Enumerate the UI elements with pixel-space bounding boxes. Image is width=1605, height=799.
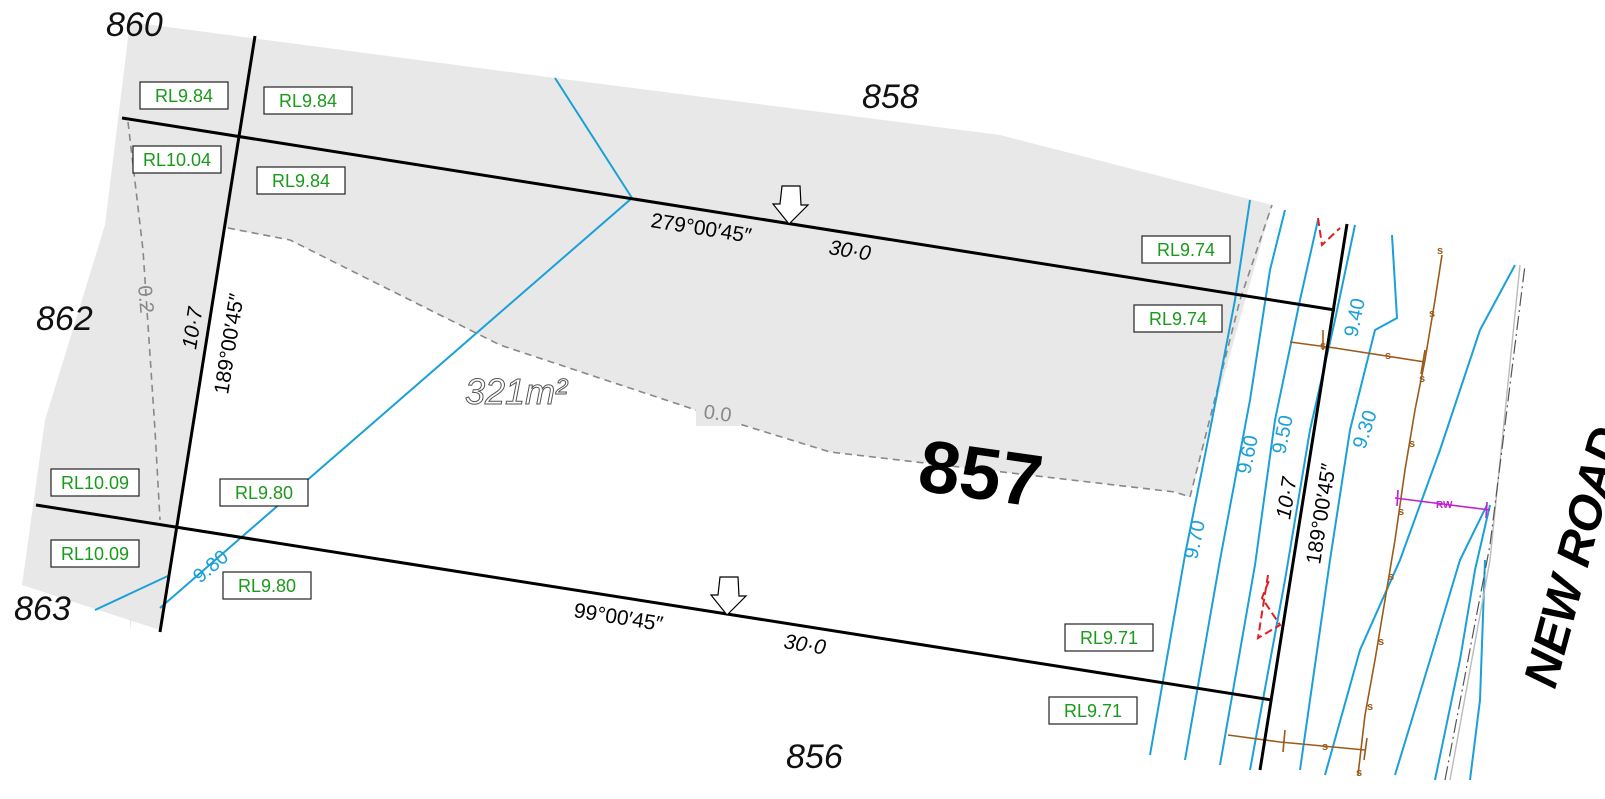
rl-label: RL9.74: [1141, 235, 1231, 264]
red-markers: [1256, 217, 1341, 640]
contour-label-950: 9.50: [1268, 413, 1298, 456]
sewer-line: s s s s s s s s s s s s: [1227, 245, 1443, 779]
svg-text:0.0: 0.0: [702, 401, 733, 427]
svg-text:s: s: [1398, 506, 1404, 518]
svg-text:s: s: [1419, 373, 1425, 385]
svg-text:s: s: [1437, 245, 1443, 257]
svg-text:RL9.84: RL9.84: [279, 91, 337, 111]
lot-number-856: 856: [786, 738, 843, 776]
svg-text:RL9.74: RL9.74: [1149, 309, 1207, 329]
svg-text:RL10.09: RL10.09: [61, 473, 129, 493]
svg-text:RL9.84: RL9.84: [155, 86, 213, 106]
road-name: NEW ROAD: [1514, 422, 1605, 693]
rl-label: RL9.71: [1064, 623, 1154, 652]
rl-label: RL9.84: [139, 81, 229, 110]
svg-text:s: s: [1385, 350, 1391, 362]
svg-text:s: s: [1356, 767, 1362, 779]
lot-number-863: 863: [14, 590, 71, 628]
rl-label: RL9.74: [1133, 304, 1223, 333]
arrow-icon-bottom: [709, 576, 748, 616]
svg-text:s: s: [1429, 308, 1435, 320]
rl-label: RL9.84: [263, 86, 353, 115]
svg-text:s: s: [1409, 438, 1415, 450]
bottom-bearing: 99°00′45″: [572, 599, 665, 636]
dashed-label-left: 0.2: [133, 285, 157, 315]
right-distance: 10·7: [1272, 474, 1301, 520]
lot-number-858: 858: [862, 78, 919, 116]
rl-label: RL9.71: [1048, 696, 1138, 725]
svg-text:RL9.80: RL9.80: [238, 576, 296, 596]
svg-text:s: s: [1378, 636, 1384, 648]
road-centre-line: [1444, 264, 1526, 781]
contour-label-940: 9.40: [1340, 296, 1370, 339]
svg-text:RL10.04: RL10.04: [143, 150, 211, 170]
arrow-icon-top: [771, 185, 810, 225]
rl-label: RL9.80: [222, 571, 312, 600]
retaining-wall: RW: [1394, 489, 1491, 519]
svg-text:RL9.71: RL9.71: [1080, 628, 1138, 648]
lot-number-862: 862: [36, 300, 93, 338]
svg-text:s: s: [1322, 741, 1328, 753]
left-bearing: 189°00′45″: [210, 291, 249, 395]
dashed-line-left: [127, 121, 161, 521]
svg-text:RL10.09: RL10.09: [61, 544, 129, 564]
svg-text:RL9.74: RL9.74: [1157, 240, 1215, 260]
svg-text:s: s: [1388, 571, 1394, 583]
rl-label: RL9.84: [256, 166, 346, 195]
rl-label: RL10.09: [50, 539, 140, 568]
lot-number-857: 857: [914, 424, 1048, 523]
svg-text:s: s: [1367, 701, 1373, 713]
contour-label-970: 9.70: [1180, 518, 1210, 561]
shaded-region-upper: [130, 22, 1272, 630]
svg-text:RL9.80: RL9.80: [235, 483, 293, 503]
rl-label: RL10.09: [50, 468, 140, 497]
road-edge-line: [1449, 264, 1521, 781]
dashed-label-middle: 0.0: [696, 400, 740, 427]
contour-label-960: 9.60: [1233, 433, 1263, 476]
lot-area: 321m²: [465, 371, 569, 412]
bottom-distance: 30·0: [782, 630, 827, 659]
svg-text:RL9.84: RL9.84: [272, 171, 330, 191]
lot-boundary: [35, 35, 1349, 771]
rl-label: RL10.04: [132, 145, 222, 174]
svg-text:RW: RW: [1436, 500, 1453, 511]
rl-label: RL9.80: [219, 478, 309, 507]
svg-text:RL9.71: RL9.71: [1064, 701, 1122, 721]
lot-number-860: 860: [106, 6, 163, 44]
svg-text:s: s: [1320, 340, 1326, 352]
